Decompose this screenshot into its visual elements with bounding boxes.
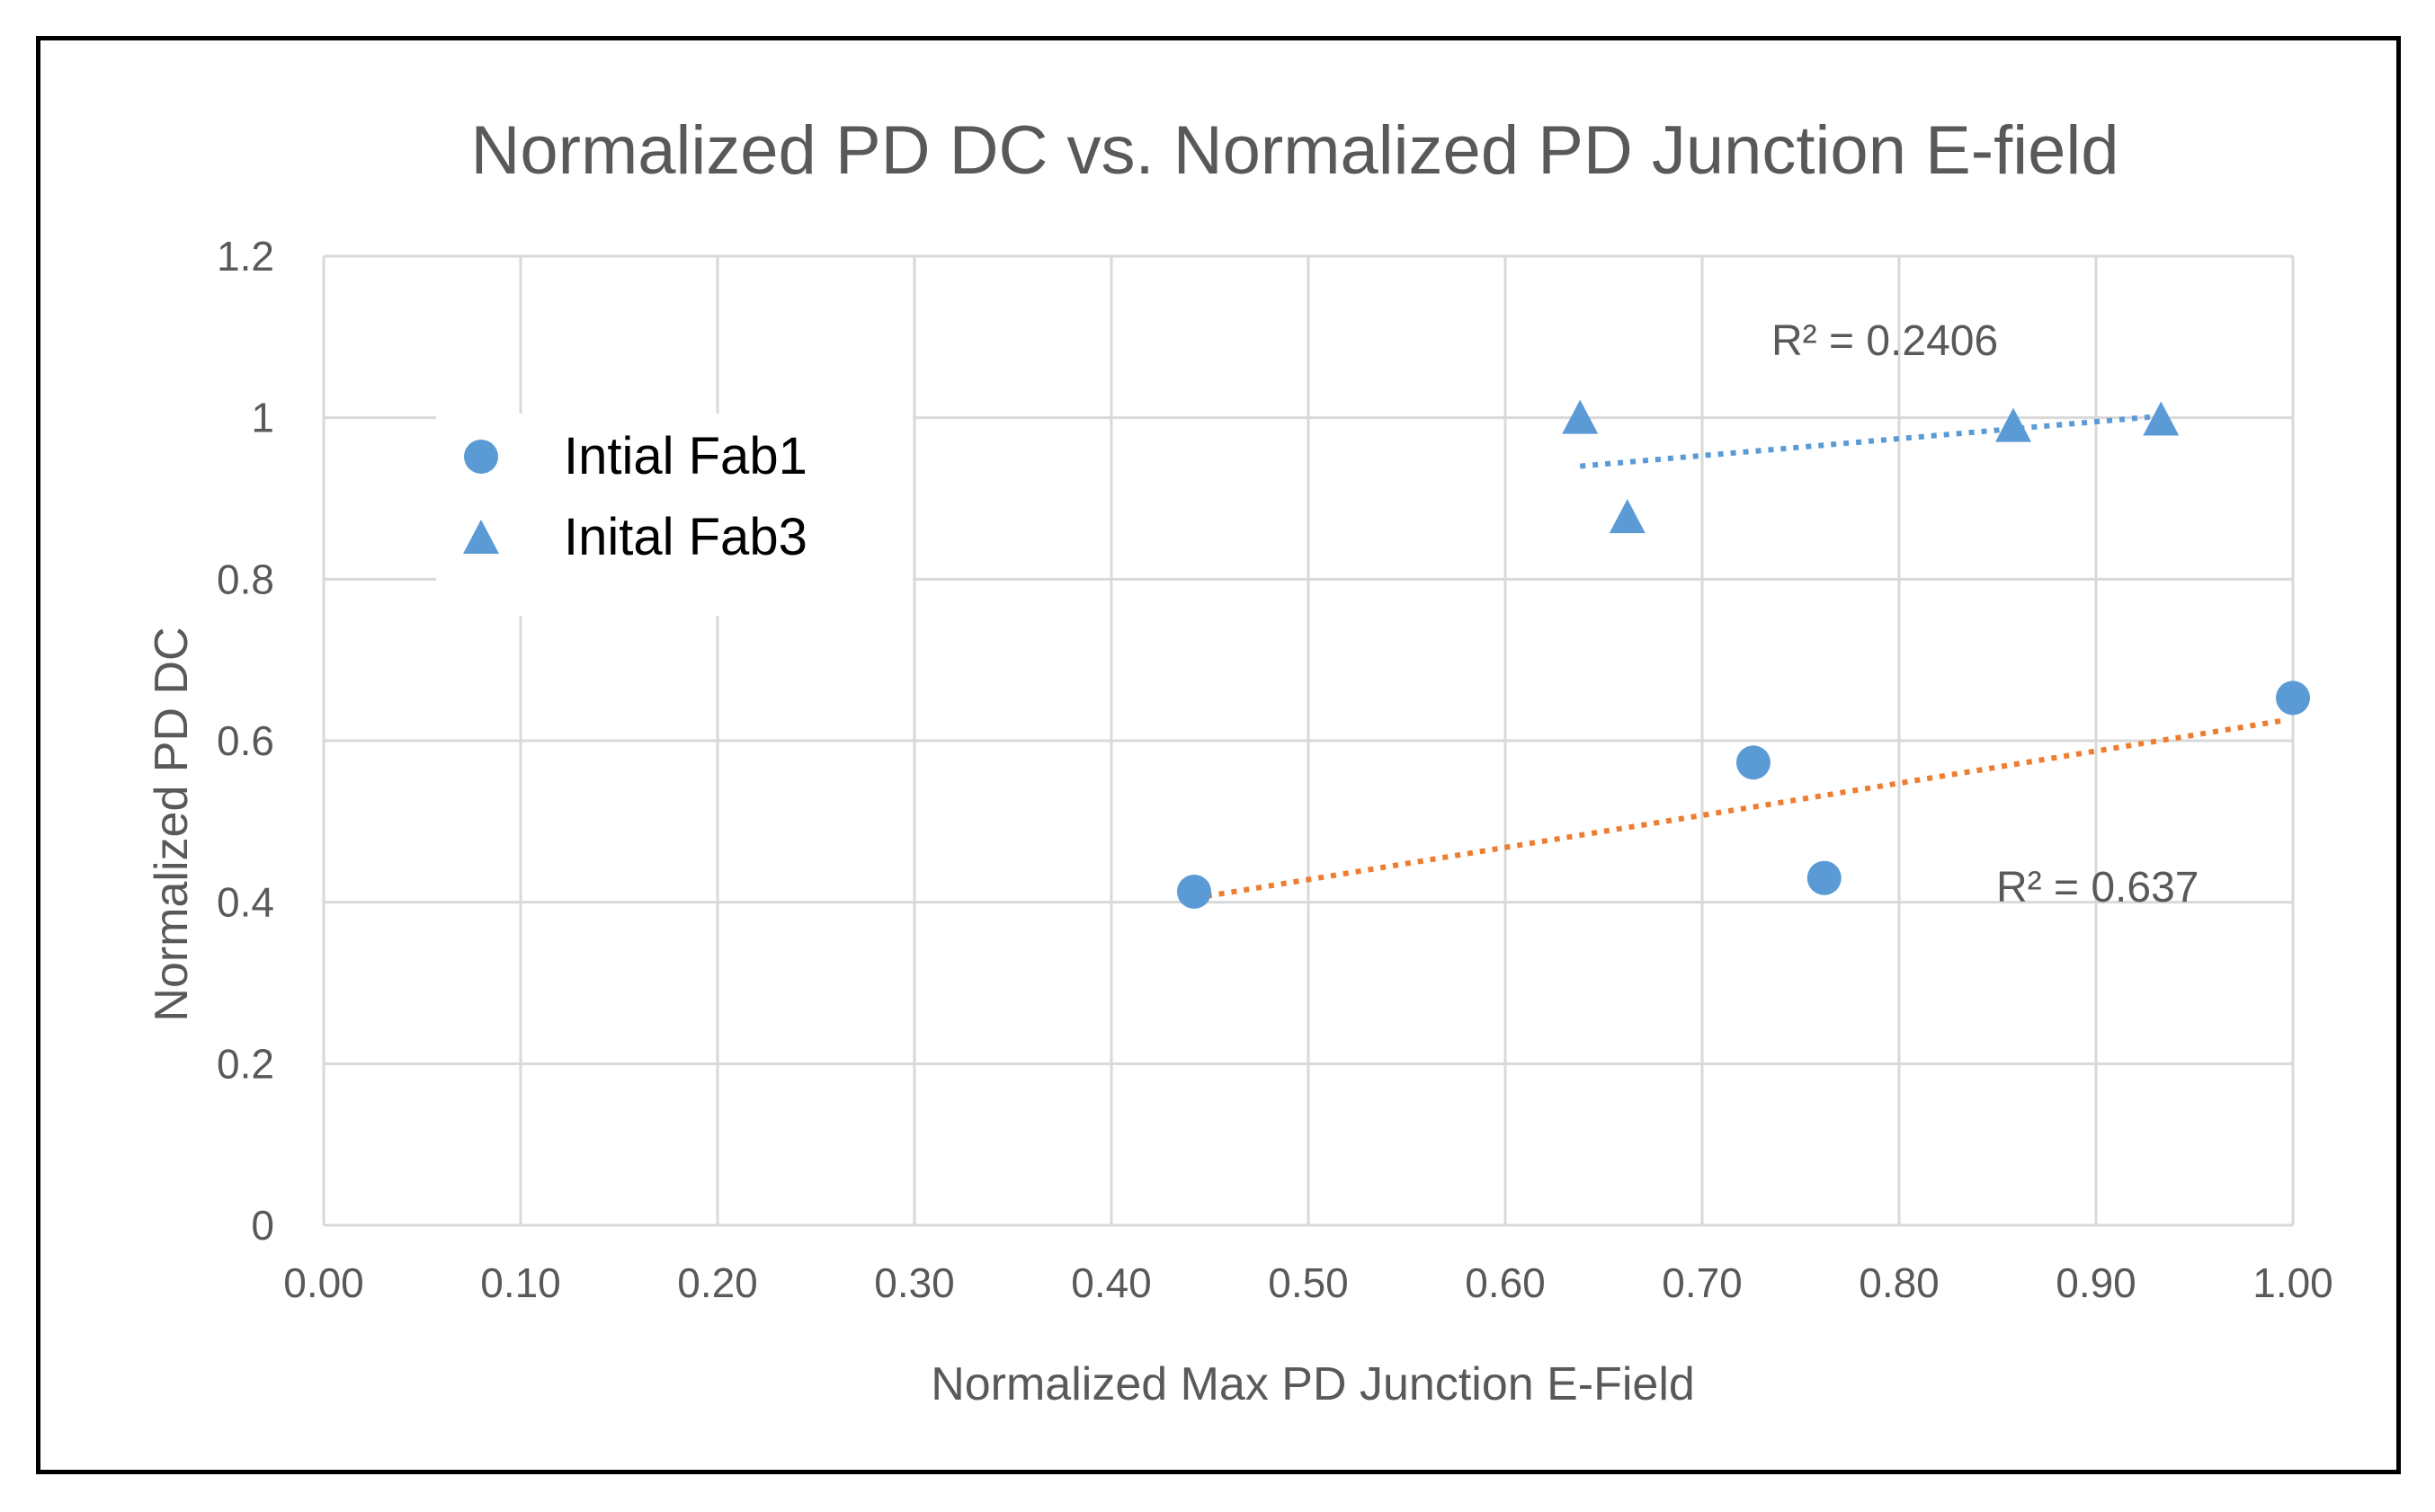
r2-label-fab3: R² = 0.2406 [1771,317,1998,365]
legend-marker-fab1 [464,440,498,474]
legend-label-fab3: Inital Fab3 [564,508,807,566]
legend-box [436,414,913,616]
y-axis-title: Normalized PD DC [146,627,198,1021]
data-point-fab3 [1562,399,1599,434]
x-tick-label: 0.80 [1859,1259,1940,1306]
data-point-fab1 [2276,680,2310,716]
x-tick-label: 0.70 [1662,1259,1743,1306]
y-tick-label: 0.4 [217,879,274,926]
x-tick-label: 0.10 [480,1259,561,1306]
r2-labels: R² = 0.637 R² = 0.2406 [1771,317,2199,912]
trendline-fab3 [1579,413,2162,469]
legend-label-fab1: Intial Fab1 [564,427,807,485]
x-tick-label: 0.40 [1071,1259,1152,1306]
trendline-fab1 [1193,717,2284,902]
data-point-fab3 [2143,401,2180,436]
data-point-fab3 [1995,407,2032,442]
x-tick-label: 0.30 [874,1259,955,1306]
x-tick-label: 0.00 [283,1259,364,1306]
x-tick-labels: 0.00 0.10 0.20 0.30 0.40 0.50 0.60 0.70 0.80 0.90… [283,1259,2333,1306]
chart-svg: Normalized PD DC vs. Normalized PD Junct… [146,112,2333,1410]
y-tick-label: 0.8 [217,556,274,602]
grid-lines [322,254,2295,1227]
x-tick-label: 1.00 [2252,1259,2333,1306]
legend: Intial Fab1 Inital Fab3 [436,414,913,616]
data-point-fab1 [1735,745,1771,780]
x-tick-label: 0.20 [677,1259,758,1306]
legend-marker-fab3 [463,520,499,554]
y-tick-label: 0.6 [217,717,274,764]
data-point-fab1 [1806,860,1842,895]
x-axis-title: Normalized Max PD Junction E-Field [931,1358,1695,1410]
chart-title: Normalized PD DC vs. Normalized PD Junct… [470,112,2118,189]
r2-label-fab1: R² = 0.637 [1996,864,2199,912]
x-tick-label: 0.60 [1465,1259,1546,1306]
data-point-fab1 [1176,874,1211,909]
trendlines [1193,413,2284,902]
x-tick-label: 0.50 [1268,1259,1349,1306]
chart-frame: Normalized PD DC vs. Normalized PD Junct… [36,36,2401,1474]
data-points [1176,399,2310,909]
y-tick-label: 0 [251,1202,274,1249]
y-tick-labels: 0 0.2 0.4 0.6 0.8 1 1.2 [217,233,274,1249]
x-tick-label: 0.90 [2056,1259,2136,1306]
y-tick-label: 1 [251,395,274,441]
y-tick-label: 1.2 [217,233,274,280]
y-tick-label: 0.2 [217,1040,274,1087]
data-point-fab3 [1609,499,1646,534]
